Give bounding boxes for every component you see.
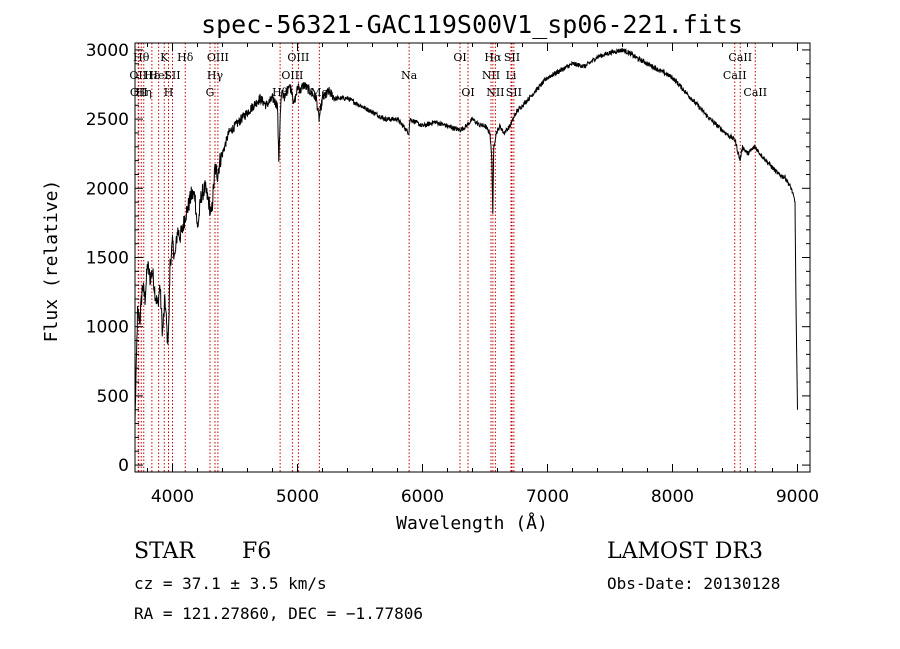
x-tick-label: 7000	[526, 487, 569, 507]
line-marker-label: Hα	[484, 51, 502, 64]
line-marker-label: Li	[506, 69, 517, 82]
line-marker-label: Hδ	[177, 51, 194, 64]
line-marker-label: SII	[164, 69, 180, 82]
line-marker-label: K	[160, 51, 169, 64]
line-marker-label: NII	[486, 86, 504, 99]
y-tick-label: 2000	[86, 179, 129, 199]
line-marker-label: OI	[461, 86, 474, 99]
line-marker-label: Hη	[136, 86, 152, 99]
line-marker-label: CaII	[723, 69, 747, 82]
x-tick-label: 8000	[651, 487, 694, 507]
object-class: STAR	[134, 539, 195, 564]
line-marker-label: OIII	[287, 51, 309, 64]
y-tick-label: 1000	[86, 318, 129, 338]
y-tick-label: 1500	[86, 249, 129, 269]
y-tick-label: 500	[97, 387, 129, 407]
coordinates-text: RA = 121.27860, DEC = −1.77806	[134, 604, 423, 623]
line-marker-label: Hθ	[133, 51, 150, 64]
x-tick-label: 6000	[401, 487, 444, 507]
line-marker-labels: HθOIIOIIHηHεHeIKHSIIHδGHγOIIIHβOIIIOIIIM…	[129, 51, 767, 99]
x-tick-label: 5000	[276, 487, 319, 507]
line-marker-label: CaII	[728, 51, 752, 64]
line-marker-label: CaII	[743, 86, 767, 99]
line-marker-label: SII	[506, 86, 522, 99]
line-marker-label: H	[164, 86, 174, 99]
chart-title: spec-56321-GAC119S00V1_sp06-221.fits	[201, 10, 743, 39]
line-marker-label: OII	[129, 69, 147, 82]
object-subclass: F6	[242, 539, 272, 564]
observation-date: Obs-Date: 20130128	[607, 574, 781, 593]
y-tick-label: 3000	[86, 41, 129, 61]
survey-name: LAMOST DR3	[607, 539, 763, 564]
line-marker-label: Hε	[144, 69, 160, 82]
line-marker-label: SII	[504, 51, 520, 64]
line-marker-label: HeI	[148, 69, 168, 82]
line-markers	[137, 43, 756, 472]
line-marker-label: OI	[453, 51, 466, 64]
x-axis-label: Wavelength (Å)	[396, 512, 548, 534]
x-tick-label: 4000	[151, 487, 194, 507]
line-marker-label: NII	[482, 69, 500, 82]
spectrum-chart: spec-56321-GAC119S00V1_sp06-221.fits Hθ O…	[41, 10, 819, 534]
x-tick-label: 9000	[776, 487, 819, 507]
spectrum-line	[134, 47, 798, 424]
line-marker-label: Na	[401, 69, 418, 82]
line-marker-label: OII	[130, 86, 148, 99]
x-axis: 4000 5000 6000 7000 8000 9000	[147, 43, 819, 507]
line-marker-label: OIII	[281, 69, 303, 82]
y-axis: 0 500 1000 1500 2000 2500 3000	[86, 41, 810, 476]
y-tick-label: 2500	[86, 110, 129, 130]
y-tick-label: 0	[118, 456, 129, 476]
y-axis-label: Flux (relative)	[41, 180, 62, 343]
redshift-text: cz = 37.1 ± 3.5 km/s	[134, 574, 327, 593]
plot-frame	[134, 42, 811, 473]
line-marker-label: Hγ	[207, 69, 224, 82]
line-marker-label: G	[206, 86, 215, 99]
line-marker-label: OIII	[207, 51, 229, 64]
